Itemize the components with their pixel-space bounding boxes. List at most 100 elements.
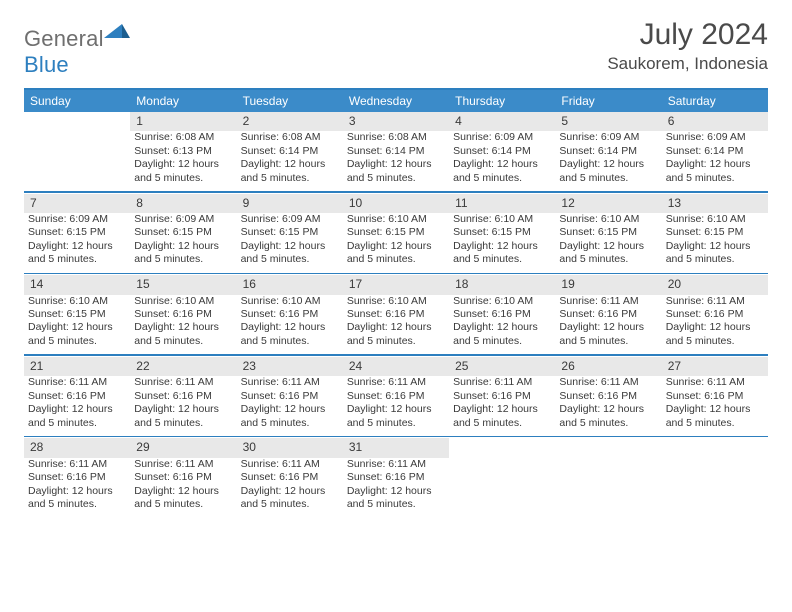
day-cell: Sunrise: 6:11 AMSunset: 6:16 PMDaylight:… <box>237 376 343 436</box>
day-cell: Sunrise: 6:10 AMSunset: 6:16 PMDaylight:… <box>449 295 555 355</box>
title-block: July 2024 Saukorem, Indonesia <box>607 18 768 74</box>
calendar-table: SundayMondayTuesdayWednesdayThursdayFrid… <box>24 90 768 518</box>
sunrise-line: Sunrise: 6:11 AM <box>347 458 445 471</box>
day-number: 24 <box>343 356 449 376</box>
data-row: Sunrise: 6:09 AMSunset: 6:15 PMDaylight:… <box>24 213 768 273</box>
day-cell: Sunrise: 6:08 AMSunset: 6:14 PMDaylight:… <box>343 131 449 191</box>
sunset-line: Sunset: 6:14 PM <box>666 145 764 158</box>
day-cell: Sunrise: 6:10 AMSunset: 6:16 PMDaylight:… <box>343 295 449 355</box>
sunrise-line: Sunrise: 6:08 AM <box>134 131 232 144</box>
sunset-line: Sunset: 6:14 PM <box>241 145 339 158</box>
day-cell: Sunrise: 6:11 AMSunset: 6:16 PMDaylight:… <box>24 458 130 518</box>
sunset-line: Sunset: 6:14 PM <box>559 145 657 158</box>
day-cell: Sunrise: 6:10 AMSunset: 6:15 PMDaylight:… <box>662 213 768 273</box>
day-cell <box>24 131 130 191</box>
sunrise-line: Sunrise: 6:09 AM <box>28 213 126 226</box>
day-number <box>449 438 555 458</box>
day-number: 28 <box>24 438 130 458</box>
day-cell: Sunrise: 6:10 AMSunset: 6:15 PMDaylight:… <box>343 213 449 273</box>
sunset-line: Sunset: 6:16 PM <box>241 390 339 403</box>
day-number <box>662 438 768 458</box>
day-header: Wednesday <box>343 90 449 112</box>
day-number: 19 <box>555 275 661 295</box>
sunset-line: Sunset: 6:14 PM <box>453 145 551 158</box>
daynum-row: 14151617181920 <box>24 275 768 295</box>
day-number: 26 <box>555 356 661 376</box>
day-header: Tuesday <box>237 90 343 112</box>
sunrise-line: Sunrise: 6:10 AM <box>347 295 445 308</box>
day-number: 18 <box>449 275 555 295</box>
daynum-row: 28293031 <box>24 438 768 458</box>
sunrise-line: Sunrise: 6:10 AM <box>347 213 445 226</box>
sunset-line: Sunset: 6:16 PM <box>134 390 232 403</box>
sunset-line: Sunset: 6:16 PM <box>666 390 764 403</box>
day-cell <box>662 458 768 518</box>
daylight-line: Daylight: 12 hours and 5 minutes. <box>134 403 232 430</box>
location: Saukorem, Indonesia <box>607 54 768 74</box>
daylight-line: Daylight: 12 hours and 5 minutes. <box>347 403 445 430</box>
day-header: Thursday <box>449 90 555 112</box>
data-row: Sunrise: 6:11 AMSunset: 6:16 PMDaylight:… <box>24 376 768 436</box>
day-cell: Sunrise: 6:10 AMSunset: 6:15 PMDaylight:… <box>24 295 130 355</box>
sunset-line: Sunset: 6:15 PM <box>134 226 232 239</box>
sunset-line: Sunset: 6:16 PM <box>134 471 232 484</box>
daylight-line: Daylight: 12 hours and 5 minutes. <box>241 321 339 348</box>
sunset-line: Sunset: 6:16 PM <box>453 308 551 321</box>
daylight-line: Daylight: 12 hours and 5 minutes. <box>241 403 339 430</box>
day-cell: Sunrise: 6:11 AMSunset: 6:16 PMDaylight:… <box>449 376 555 436</box>
sunrise-line: Sunrise: 6:11 AM <box>666 295 764 308</box>
sunset-line: Sunset: 6:15 PM <box>666 226 764 239</box>
day-cell: Sunrise: 6:11 AMSunset: 6:16 PMDaylight:… <box>555 295 661 355</box>
sunset-line: Sunset: 6:15 PM <box>28 226 126 239</box>
day-number: 9 <box>237 193 343 213</box>
daylight-line: Daylight: 12 hours and 5 minutes. <box>453 321 551 348</box>
sunrise-line: Sunrise: 6:09 AM <box>559 131 657 144</box>
day-header: Monday <box>130 90 236 112</box>
sunrise-line: Sunrise: 6:11 AM <box>28 458 126 471</box>
sunset-line: Sunset: 6:15 PM <box>559 226 657 239</box>
daylight-line: Daylight: 12 hours and 5 minutes. <box>134 321 232 348</box>
sunset-line: Sunset: 6:16 PM <box>134 308 232 321</box>
sunrise-line: Sunrise: 6:11 AM <box>559 376 657 389</box>
day-number: 11 <box>449 193 555 213</box>
daylight-line: Daylight: 12 hours and 5 minutes. <box>241 485 339 512</box>
sunset-line: Sunset: 6:15 PM <box>347 226 445 239</box>
day-number: 30 <box>237 438 343 458</box>
day-number: 21 <box>24 356 130 376</box>
day-number: 16 <box>237 275 343 295</box>
day-number: 5 <box>555 112 661 131</box>
daylight-line: Daylight: 12 hours and 5 minutes. <box>28 321 126 348</box>
daylight-line: Daylight: 12 hours and 5 minutes. <box>559 321 657 348</box>
daylight-line: Daylight: 12 hours and 5 minutes. <box>28 240 126 267</box>
day-cell: Sunrise: 6:11 AMSunset: 6:16 PMDaylight:… <box>24 376 130 436</box>
sunset-line: Sunset: 6:15 PM <box>241 226 339 239</box>
day-cell: Sunrise: 6:09 AMSunset: 6:14 PMDaylight:… <box>449 131 555 191</box>
sunrise-line: Sunrise: 6:09 AM <box>453 131 551 144</box>
sunset-line: Sunset: 6:16 PM <box>347 471 445 484</box>
daylight-line: Daylight: 12 hours and 5 minutes. <box>28 485 126 512</box>
sunset-line: Sunset: 6:16 PM <box>559 390 657 403</box>
day-cell: Sunrise: 6:09 AMSunset: 6:14 PMDaylight:… <box>662 131 768 191</box>
sunset-line: Sunset: 6:13 PM <box>134 145 232 158</box>
daylight-line: Daylight: 12 hours and 5 minutes. <box>347 485 445 512</box>
sunrise-line: Sunrise: 6:10 AM <box>666 213 764 226</box>
day-number: 12 <box>555 193 661 213</box>
day-cell: Sunrise: 6:11 AMSunset: 6:16 PMDaylight:… <box>343 376 449 436</box>
day-number: 22 <box>130 356 236 376</box>
sunrise-line: Sunrise: 6:08 AM <box>347 131 445 144</box>
sunrise-line: Sunrise: 6:11 AM <box>134 458 232 471</box>
daylight-line: Daylight: 12 hours and 5 minutes. <box>241 158 339 185</box>
day-cell: Sunrise: 6:11 AMSunset: 6:16 PMDaylight:… <box>130 458 236 518</box>
day-number: 23 <box>237 356 343 376</box>
day-number: 2 <box>237 112 343 131</box>
logo: General Blue <box>24 18 130 78</box>
sunrise-line: Sunrise: 6:11 AM <box>453 376 551 389</box>
day-number: 6 <box>662 112 768 131</box>
sunset-line: Sunset: 6:16 PM <box>559 308 657 321</box>
daylight-line: Daylight: 12 hours and 5 minutes. <box>28 403 126 430</box>
day-number: 29 <box>130 438 236 458</box>
data-row: Sunrise: 6:11 AMSunset: 6:16 PMDaylight:… <box>24 458 768 518</box>
day-number: 1 <box>130 112 236 131</box>
sunset-line: Sunset: 6:15 PM <box>28 308 126 321</box>
daylight-line: Daylight: 12 hours and 5 minutes. <box>134 240 232 267</box>
